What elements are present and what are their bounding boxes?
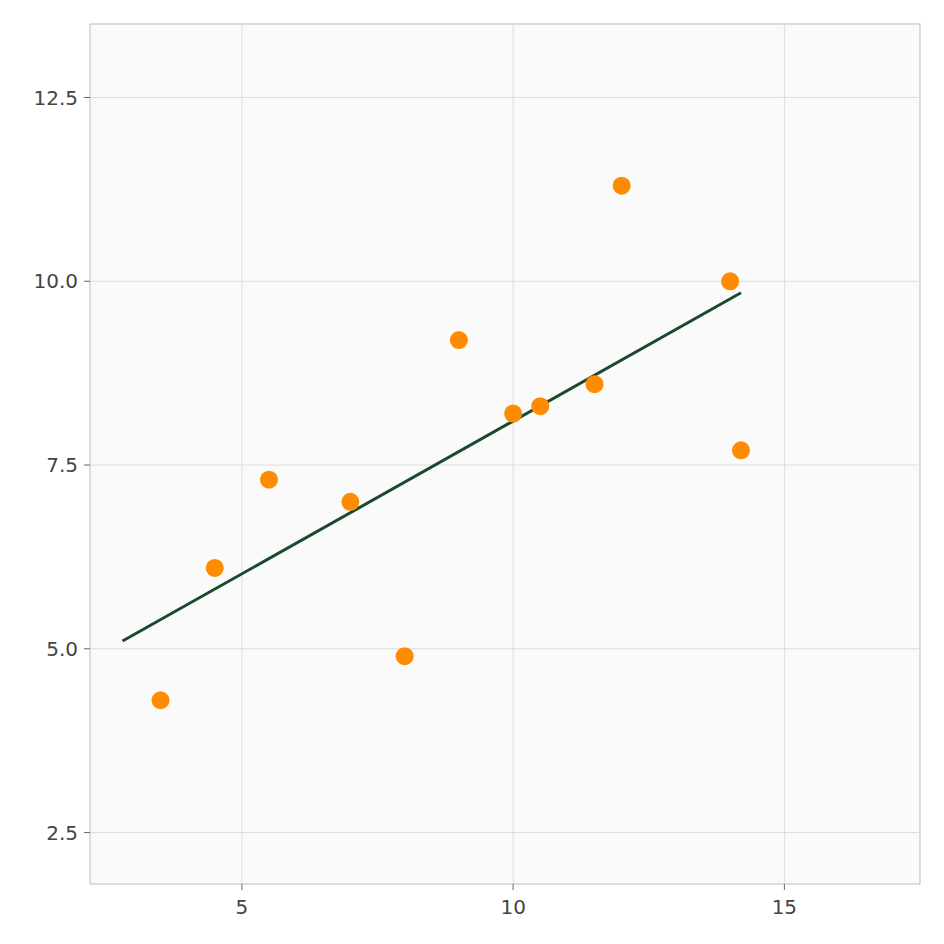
scatter-point <box>152 691 170 709</box>
scatter-point <box>531 397 549 415</box>
tick-label-y: 2.5 <box>46 821 78 845</box>
data-area <box>123 177 750 710</box>
tick-label-y: 12.5 <box>33 86 78 110</box>
scatter-point <box>504 405 522 423</box>
scatter-point <box>396 647 414 665</box>
tick-y <box>84 97 90 98</box>
grid-line-y <box>90 648 920 649</box>
scatter-point <box>721 272 739 290</box>
tick-x <box>241 884 242 890</box>
tick-y <box>84 465 90 466</box>
chart-container: 5 10 15 2.5 5.0 7.5 10.0 12.5 <box>0 0 944 944</box>
scatter-point <box>586 375 604 393</box>
chart-svg: 5 10 15 2.5 5.0 7.5 10.0 12.5 <box>0 0 944 944</box>
tick-y <box>84 281 90 282</box>
grid-line-x <box>513 24 514 884</box>
scatter-point <box>341 493 359 511</box>
tick-x <box>784 884 785 890</box>
line-layer <box>123 293 741 641</box>
grid-line-x <box>241 24 242 884</box>
tick-x <box>513 884 514 890</box>
axes: 5 10 15 2.5 5.0 7.5 10.0 12.5 <box>33 86 797 919</box>
tick-label-x: 5 <box>236 895 249 919</box>
trend-line <box>123 293 741 641</box>
scatter-point <box>450 331 468 349</box>
grid-line-x <box>784 24 785 884</box>
grid-line-y <box>90 281 920 282</box>
grid <box>90 24 920 884</box>
tick-label-x: 15 <box>772 895 797 919</box>
grid-line-y <box>90 832 920 833</box>
scatter-point <box>260 471 278 489</box>
tick-y <box>84 832 90 833</box>
point-layer <box>152 177 750 710</box>
scatter-point <box>732 441 750 459</box>
tick-label-y: 5.0 <box>46 637 78 661</box>
scatter-point <box>206 559 224 577</box>
grid-line-y <box>90 465 920 466</box>
scatter-point <box>613 177 631 195</box>
tick-label-y: 10.0 <box>33 269 78 293</box>
tick-y <box>84 648 90 649</box>
grid-line-y <box>90 97 920 98</box>
tick-label-x: 10 <box>500 895 525 919</box>
tick-label-y: 7.5 <box>46 453 78 477</box>
plot-frame <box>90 24 920 884</box>
